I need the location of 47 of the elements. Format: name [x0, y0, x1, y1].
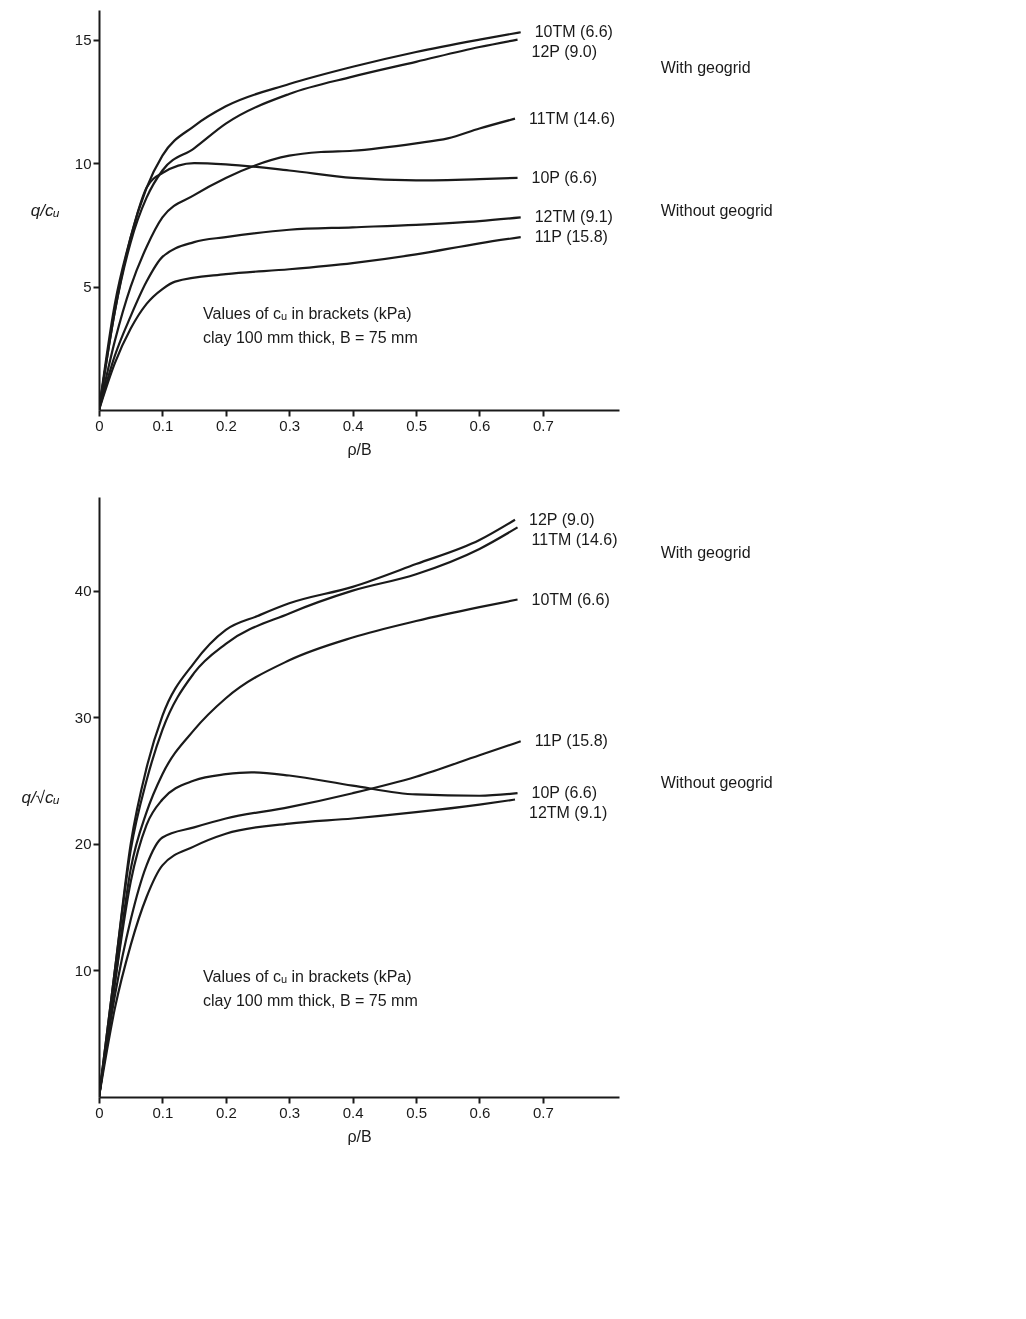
- annotation: clay 100 mm thick, B = 75 mm: [203, 992, 418, 1009]
- y-axis-title: q/cᵤ: [30, 200, 60, 220]
- annotation: Values of cᵤ in brackets (kPa): [203, 305, 412, 322]
- y-axis-title: q/√cᵤ: [21, 787, 60, 807]
- y-tick-label: 30: [74, 708, 92, 726]
- x-tick-label: 0: [95, 1103, 104, 1121]
- series-label: 10TM (6.6): [531, 590, 610, 608]
- x-tick-label: 0.1: [152, 1103, 174, 1121]
- series-label: 12P (9.0): [529, 510, 595, 528]
- series-label: 11TM (14.6): [531, 530, 618, 548]
- series-label: 10P (6.6): [531, 168, 598, 186]
- y-tick-label: 10: [74, 961, 92, 979]
- series-label: 11P (15.8): [534, 732, 608, 750]
- series-label: 10P (6.6): [531, 784, 598, 802]
- x-tick-label: 0.7: [532, 1103, 554, 1121]
- y-tick-label: 5: [83, 278, 92, 296]
- x-tick-label: 0.1: [152, 416, 174, 434]
- y-tick-label: 40: [74, 582, 92, 600]
- y-tick-label: 10: [74, 154, 92, 172]
- x-tick-label: 0.2: [215, 1103, 237, 1121]
- x-axis-title: ρ/B: [347, 1127, 372, 1145]
- x-tick-label: 0.4: [342, 416, 364, 434]
- series-label: 11TM (14.6): [529, 109, 615, 127]
- x-tick-label: 0.6: [469, 416, 491, 434]
- series-label: 11P (15.8): [534, 228, 608, 246]
- x-tick-label: 0.4: [342, 1103, 364, 1121]
- x-tick-label: 0.3: [279, 1103, 301, 1121]
- x-tick-label: 0.7: [532, 416, 554, 434]
- y-tick-label: 15: [74, 31, 92, 49]
- x-tick-label: 0: [95, 416, 104, 434]
- text: Without geogrid: [660, 201, 773, 219]
- series-label: 12P (9.0): [531, 43, 598, 61]
- x-tick-label: 0.5: [406, 1103, 427, 1121]
- text: With geogrid: [660, 544, 751, 562]
- x-tick-label: 0.2: [215, 416, 237, 434]
- series-label: 12TM (9.1): [534, 208, 613, 226]
- x-axis-title: ρ/B: [347, 440, 372, 458]
- text: With geogrid: [660, 58, 751, 76]
- y-tick-label: 20: [74, 835, 92, 853]
- x-tick-label: 0.3: [279, 416, 301, 434]
- series-label: 12TM (9.1): [529, 804, 608, 822]
- series-label: 10TM (6.6): [534, 23, 613, 41]
- x-tick-label: 0.5: [406, 416, 427, 434]
- text: Without geogrid: [660, 773, 773, 791]
- annotation: clay 100 mm thick, B = 75 mm: [203, 329, 418, 346]
- x-tick-label: 0.6: [469, 1103, 491, 1121]
- annotation: Values of cᵤ in brackets (kPa): [203, 968, 412, 985]
